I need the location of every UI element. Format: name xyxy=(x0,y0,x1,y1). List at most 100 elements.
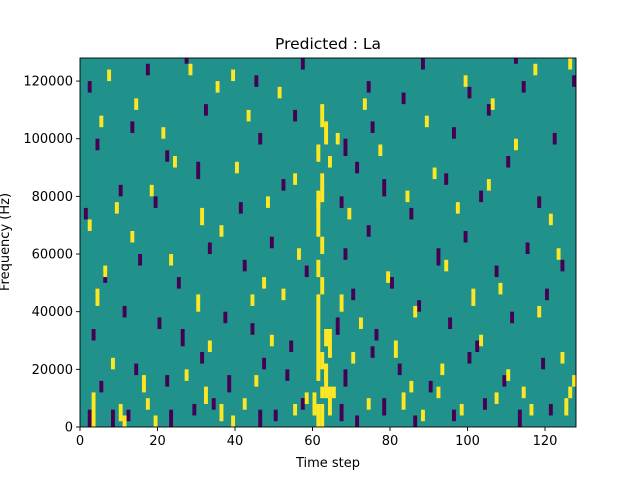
low-value-cell xyxy=(285,369,290,381)
high-value-cell xyxy=(204,386,208,404)
high-value-cell xyxy=(324,328,329,347)
x-tick-label: 120 xyxy=(533,434,558,449)
low-value-cell xyxy=(293,109,298,122)
high-value-cell xyxy=(277,86,282,99)
low-value-cell xyxy=(483,398,487,410)
low-value-cell xyxy=(494,265,499,278)
high-value-cell xyxy=(188,63,193,76)
high-value-cell xyxy=(405,190,410,203)
low-value-cell xyxy=(343,369,348,387)
low-value-cell xyxy=(409,207,414,220)
high-value-cell xyxy=(142,375,146,393)
low-value-cell xyxy=(537,196,542,208)
low-value-cell xyxy=(289,340,294,353)
low-value-cell xyxy=(355,415,360,427)
high-value-cell xyxy=(320,352,325,370)
high-value-cell xyxy=(324,121,329,145)
low-value-cell xyxy=(463,230,468,243)
high-value-cell xyxy=(506,369,511,381)
high-value-cell xyxy=(494,392,499,404)
low-value-cell xyxy=(126,409,131,422)
high-value-cell xyxy=(145,398,150,410)
low-value-cell xyxy=(204,104,208,116)
high-value-cell xyxy=(378,144,383,157)
high-value-cell xyxy=(339,294,344,312)
high-value-cell xyxy=(320,386,325,399)
high-value-cell xyxy=(537,305,542,318)
low-value-cell xyxy=(254,75,259,87)
high-value-cell xyxy=(103,265,108,278)
high-value-cell xyxy=(320,104,325,128)
low-value-cell xyxy=(269,236,274,249)
low-value-cell xyxy=(366,81,371,93)
high-value-cell xyxy=(471,288,476,306)
high-value-cell xyxy=(556,248,561,260)
high-value-cell xyxy=(304,392,309,404)
low-value-cell xyxy=(258,409,263,427)
low-value-cell xyxy=(548,403,553,416)
x-axis-label: Time step xyxy=(295,456,360,471)
high-value-cell xyxy=(386,271,391,283)
low-value-cell xyxy=(479,190,484,203)
high-value-cell xyxy=(331,386,336,399)
low-value-cell xyxy=(397,363,402,376)
low-value-cell xyxy=(258,132,263,145)
low-value-cell xyxy=(300,58,305,70)
low-value-cell xyxy=(339,403,344,422)
high-value-cell xyxy=(320,277,325,295)
high-value-cell xyxy=(173,156,177,168)
high-value-cell xyxy=(568,386,573,399)
high-value-cell xyxy=(316,294,321,329)
x-tick-label: 80 xyxy=(382,434,399,449)
low-value-cell xyxy=(366,225,371,237)
low-value-cell xyxy=(343,138,348,157)
high-value-cell xyxy=(401,392,406,410)
low-value-cell xyxy=(370,121,375,133)
high-value-cell xyxy=(250,294,255,306)
high-value-cell xyxy=(320,173,325,203)
high-value-cell xyxy=(568,58,573,70)
high-value-cell xyxy=(432,167,437,180)
high-value-cell xyxy=(440,363,445,376)
high-value-cell xyxy=(316,328,321,341)
high-value-cell xyxy=(479,334,484,347)
plot-frame xyxy=(79,57,577,428)
high-value-cell xyxy=(312,392,317,416)
high-value-cell xyxy=(293,173,298,185)
high-value-cell xyxy=(161,127,166,139)
low-value-cell xyxy=(273,409,278,422)
high-value-cell xyxy=(572,375,577,387)
low-value-cell xyxy=(238,202,243,214)
high-value-cell xyxy=(436,386,441,399)
low-value-cell xyxy=(370,346,375,358)
high-value-cell xyxy=(463,75,468,87)
high-value-cell xyxy=(200,207,205,226)
low-value-cell xyxy=(165,375,170,387)
high-value-cell xyxy=(351,352,356,364)
high-value-cell xyxy=(421,409,425,422)
low-value-cell xyxy=(87,81,92,93)
low-value-cell xyxy=(436,248,441,266)
low-value-cell xyxy=(421,58,425,70)
x-tick-label: 0 xyxy=(76,434,84,449)
x-tick-label: 40 xyxy=(227,434,244,449)
high-value-cell xyxy=(107,69,112,82)
high-value-cell xyxy=(254,375,259,387)
y-tick-label: 40000 xyxy=(32,305,73,320)
y-axis-label: Frequency (Hz) xyxy=(0,193,13,291)
high-value-cell xyxy=(455,202,460,214)
low-value-cell xyxy=(552,132,557,145)
low-value-cell xyxy=(83,207,88,220)
high-value-cell xyxy=(231,69,236,82)
high-value-cell xyxy=(560,352,565,364)
low-value-cell xyxy=(300,398,305,410)
low-value-cell xyxy=(506,156,511,168)
low-value-cell xyxy=(417,300,422,312)
high-value-cell xyxy=(95,288,100,306)
high-value-cell xyxy=(498,282,503,295)
low-value-cell xyxy=(262,357,267,370)
low-value-cell xyxy=(111,409,115,427)
high-value-cell xyxy=(548,213,553,226)
high-value-cell xyxy=(266,196,270,208)
